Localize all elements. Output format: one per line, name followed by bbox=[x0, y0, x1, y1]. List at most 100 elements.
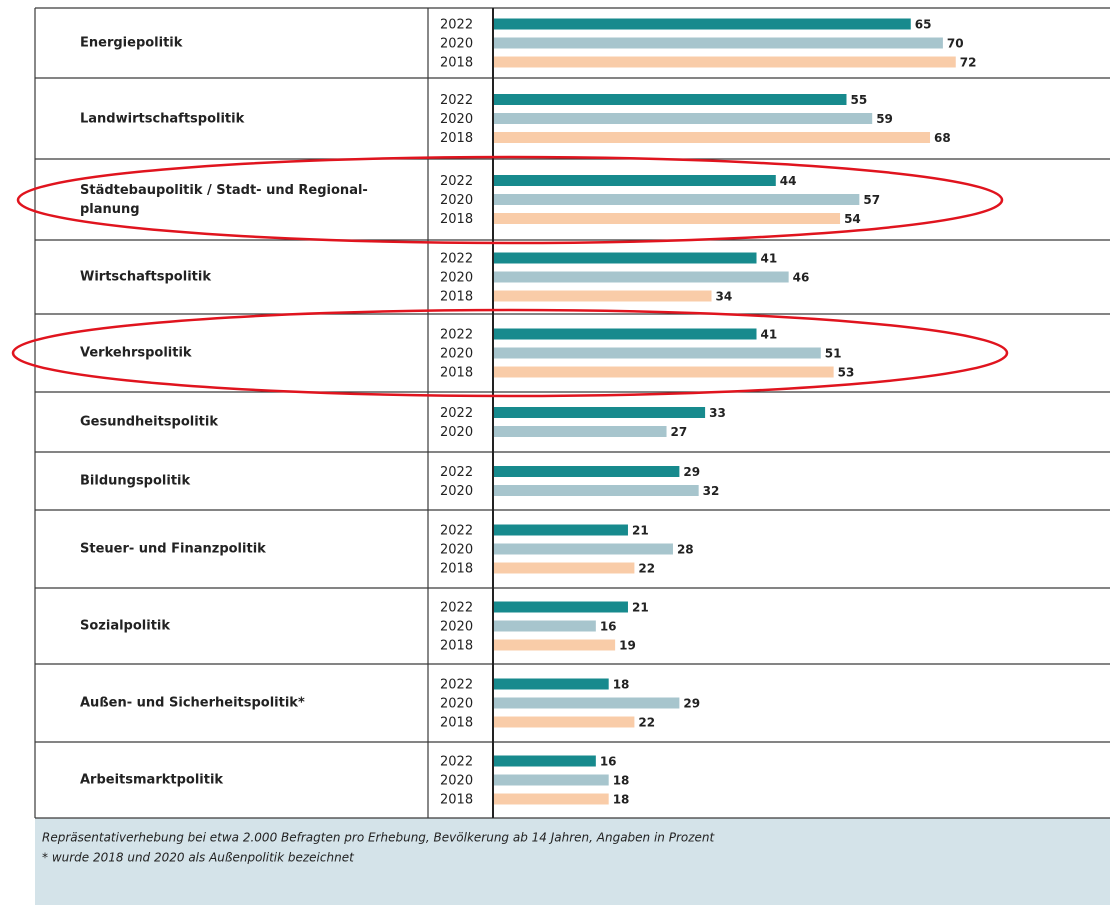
year-label: 2022 bbox=[440, 252, 473, 267]
value-label: 55 bbox=[850, 93, 867, 107]
year-label: 2018 bbox=[440, 793, 473, 808]
year-label: 2022 bbox=[440, 465, 473, 480]
bar bbox=[493, 194, 860, 205]
year-label: 2022 bbox=[440, 328, 473, 343]
bar bbox=[493, 175, 776, 186]
bar bbox=[493, 485, 699, 496]
year-label: 2022 bbox=[440, 174, 473, 189]
bar bbox=[493, 271, 789, 283]
value-label: 57 bbox=[863, 193, 880, 207]
year-label: 2020 bbox=[440, 697, 473, 712]
value-label: 59 bbox=[876, 112, 893, 126]
bar bbox=[493, 113, 873, 124]
category-label: Sozialpolitik bbox=[80, 618, 171, 634]
bar bbox=[493, 213, 841, 224]
year-label: 2020 bbox=[440, 271, 473, 286]
value-label: 29 bbox=[683, 465, 700, 479]
value-label: 53 bbox=[838, 366, 855, 380]
value-label: 22 bbox=[638, 716, 655, 730]
highlight-ring bbox=[11, 308, 1009, 398]
year-label: 2020 bbox=[440, 193, 473, 208]
value-label: 28 bbox=[677, 543, 694, 557]
footer-panel bbox=[35, 818, 1110, 905]
value-label: 16 bbox=[600, 755, 617, 769]
value-label: 18 bbox=[613, 774, 630, 788]
category-label: Arbeitsmarktpolitik bbox=[80, 772, 224, 788]
value-label: 68 bbox=[934, 131, 951, 145]
bar bbox=[493, 407, 706, 418]
year-label: 2022 bbox=[440, 93, 473, 108]
value-label: 32 bbox=[703, 484, 720, 498]
category-label: Außen- und Sicherheitspolitik* bbox=[80, 695, 305, 711]
bar bbox=[493, 426, 667, 437]
year-label: 2020 bbox=[440, 543, 473, 558]
bar bbox=[493, 793, 609, 805]
year-label: 2018 bbox=[440, 56, 473, 71]
value-label: 18 bbox=[613, 793, 630, 807]
value-label: 21 bbox=[632, 524, 649, 538]
category-label: Verkehrspolitik bbox=[80, 345, 192, 361]
value-label: 70 bbox=[947, 37, 964, 51]
year-label: 2020 bbox=[440, 347, 473, 362]
bar bbox=[493, 132, 931, 143]
value-label: 44 bbox=[780, 174, 797, 188]
bar bbox=[493, 466, 680, 477]
highlight-ring bbox=[16, 155, 1004, 245]
value-label: 41 bbox=[761, 328, 778, 342]
year-label: 2018 bbox=[440, 131, 473, 146]
year-label: 2020 bbox=[440, 620, 473, 635]
bar bbox=[493, 543, 673, 555]
bar bbox=[493, 620, 596, 632]
value-label: 41 bbox=[761, 252, 778, 266]
bar bbox=[493, 774, 609, 786]
year-label: 2018 bbox=[440, 212, 473, 227]
category-label: Energiepolitik bbox=[80, 35, 183, 51]
bar bbox=[493, 328, 757, 340]
year-label: 2018 bbox=[440, 366, 473, 381]
bar bbox=[493, 347, 821, 359]
value-label: 54 bbox=[844, 212, 861, 226]
value-label: 19 bbox=[619, 639, 636, 653]
year-label: 2020 bbox=[440, 37, 473, 52]
category-label: Bildungspolitik bbox=[80, 473, 191, 489]
category-label: Landwirtschaftspolitik bbox=[80, 111, 245, 126]
category-label: Städtebaupolitik / Stadt- und Regional-p… bbox=[80, 182, 368, 217]
bar bbox=[493, 755, 596, 767]
bar bbox=[493, 562, 635, 574]
bar bbox=[493, 639, 616, 651]
year-label: 2018 bbox=[440, 639, 473, 654]
bar bbox=[493, 56, 956, 68]
year-label: 2022 bbox=[440, 406, 473, 421]
value-label: 34 bbox=[716, 290, 733, 304]
bar bbox=[493, 94, 847, 105]
category-label: Gesundheitspolitik bbox=[80, 414, 218, 430]
bar bbox=[493, 290, 712, 302]
value-label: 33 bbox=[709, 406, 726, 420]
bar bbox=[493, 37, 943, 49]
value-label: 21 bbox=[632, 601, 649, 615]
bar bbox=[493, 716, 635, 728]
value-label: 29 bbox=[683, 697, 700, 711]
value-label: 27 bbox=[671, 425, 688, 439]
value-label: 65 bbox=[915, 18, 932, 32]
year-label: 2018 bbox=[440, 716, 473, 731]
year-label: 2018 bbox=[440, 290, 473, 305]
bar bbox=[493, 678, 609, 690]
value-label: 16 bbox=[600, 620, 617, 634]
bar bbox=[493, 366, 834, 378]
value-label: 18 bbox=[613, 678, 630, 692]
year-label: 2020 bbox=[440, 774, 473, 789]
value-label: 46 bbox=[793, 271, 810, 285]
bar bbox=[493, 697, 680, 709]
value-label: 22 bbox=[638, 562, 655, 576]
year-label: 2022 bbox=[440, 601, 473, 616]
category-label: Wirtschaftspolitik bbox=[80, 269, 211, 285]
year-label: 2020 bbox=[440, 425, 473, 440]
year-label: 2022 bbox=[440, 18, 473, 33]
year-label: 2022 bbox=[440, 524, 473, 539]
year-label: 2022 bbox=[440, 755, 473, 770]
bar bbox=[493, 601, 628, 613]
year-label: 2022 bbox=[440, 678, 473, 693]
